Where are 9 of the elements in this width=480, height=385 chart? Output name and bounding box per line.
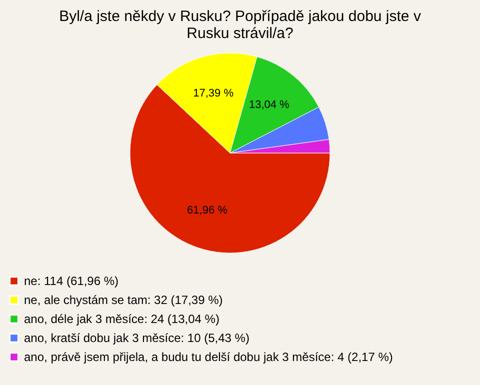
legend-label: ne: 114 (61,96 %) [24, 274, 119, 288]
data-label: 13,04 % [248, 98, 290, 111]
legend-label: ano, právě jsem přijela, a budu tu delší dobu jak 3 měsíce: 4 (2,17 %) [24, 350, 393, 364]
data-label: 61,96 % [187, 204, 228, 217]
data-label: 17,39 % [193, 87, 234, 100]
legend-label: ano, déle jak 3 měsíce: 24 (13,04 %) [24, 312, 220, 326]
legend-label: ano, kratší dobu jak 3 měsíce: 10 (5,43 %) [24, 331, 250, 345]
legend-label: ne, ale chystám se tam: 32 (17,39 %) [24, 293, 223, 307]
chart-title: Byl/a jste někdy v Rusku? Popřípadě jakou dobu jste v Rusku strávil/a? [59, 8, 422, 42]
